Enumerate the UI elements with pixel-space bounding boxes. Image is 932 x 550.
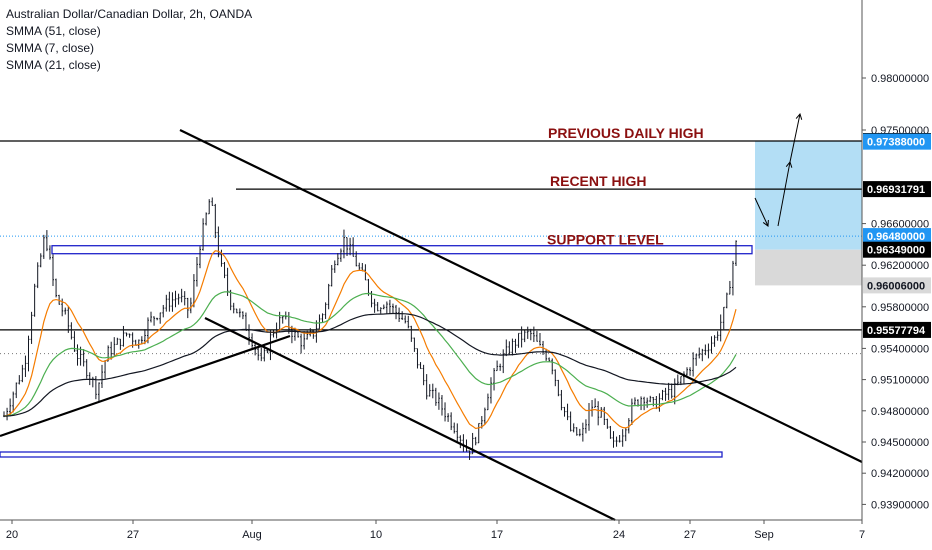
price-tag-label: 0.96006000 — [867, 280, 925, 292]
price-tag — [863, 181, 931, 198]
channel-upper-trendline — [179, 129, 863, 463]
chart-legend: Australian Dollar/Canadian Dollar, 2h, O… — [6, 6, 252, 74]
price-tag-label: 0.96480000 — [867, 231, 925, 243]
y-tick-label: 0.94500000 — [871, 437, 929, 449]
arrow-head — [762, 219, 769, 227]
x-tick-label: 10 — [370, 529, 382, 541]
y-tick-label: 0.95800000 — [871, 302, 929, 314]
chart-title: Australian Dollar/Canadian Dollar, 2h, O… — [6, 7, 253, 21]
smma-7-line — [3, 250, 737, 430]
y-tick-label: 0.96600000 — [871, 219, 929, 231]
projection-arrow — [777, 161, 791, 227]
x-tick-label: 27 — [684, 529, 696, 541]
y-tick-label: 0.96200000 — [871, 260, 929, 272]
y-tick-label: 0.98000000 — [871, 73, 929, 85]
ann-previous-daily-high: PREVIOUS DAILY HIGH — [548, 125, 704, 141]
legend-smma-51: SMMA (51, close) — [6, 24, 101, 38]
price-tag — [863, 241, 931, 258]
legend-smma-21: SMMA (21, close) — [6, 58, 101, 72]
channel-lower-trendline — [204, 317, 616, 521]
arrow-head — [795, 112, 803, 120]
price-tag-label: 0.97388000 — [867, 137, 925, 149]
projection-arrow — [789, 113, 801, 163]
y-tick-label: 0.95100000 — [871, 375, 929, 387]
x-tick-label: 17 — [491, 529, 503, 541]
ann-support-level: SUPPORT LEVEL — [547, 232, 664, 248]
x-tick-label: 24 — [613, 529, 625, 541]
y-tick-label: 0.93900000 — [871, 499, 929, 511]
price-tag — [863, 321, 931, 338]
gray-target-zone — [755, 249, 862, 286]
smma-51-line — [3, 312, 737, 417]
support-zone-rect — [51, 245, 753, 255]
projection-zone — [755, 141, 862, 250]
price-tag — [863, 133, 931, 150]
price-tag — [863, 228, 931, 245]
x-tick-label: 7 — [859, 529, 865, 541]
ann-recent-high: RECENT HIGH — [550, 173, 646, 189]
ascending-trendline — [0, 334, 291, 438]
price-tag-label: 0.96349000 — [867, 245, 925, 257]
y-tick-label: 0.94800000 — [871, 406, 929, 418]
projection-arrow — [754, 197, 769, 227]
legend-smma-7: SMMA (7, close) — [6, 41, 95, 55]
price-tag-label: 0.95577794 — [867, 325, 926, 337]
x-tick-label: Sep — [754, 529, 774, 541]
y-tick-label: 0.94200000 — [871, 468, 929, 480]
x-tick-label: 20 — [6, 529, 18, 541]
price-tag-label: 0.96931791 — [867, 184, 925, 196]
price-tag — [863, 277, 931, 294]
y-tick-label: 0.95400000 — [871, 343, 929, 355]
x-tick-label: 27 — [127, 529, 139, 541]
x-tick-label: Aug — [242, 529, 262, 541]
smma-21-line — [3, 291, 737, 417]
bottom-zone-rect — [0, 451, 723, 458]
